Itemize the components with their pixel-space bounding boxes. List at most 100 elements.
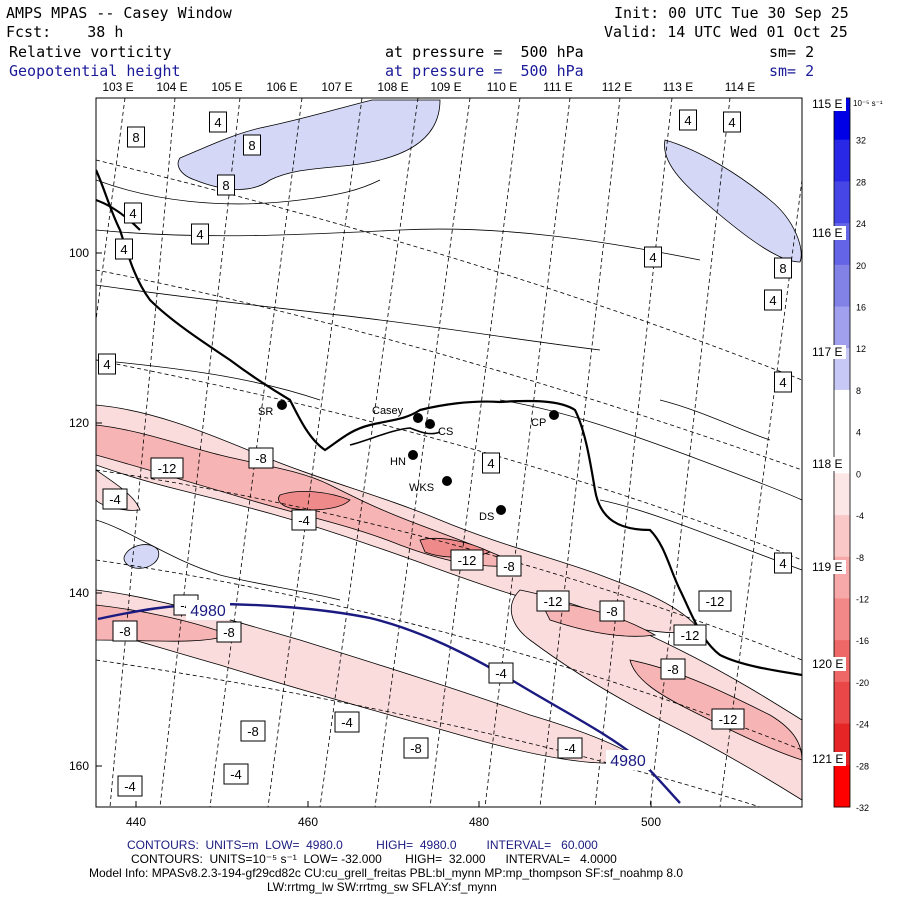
contour-label: 8: [217, 174, 235, 196]
longitude-label-top: 110 E: [487, 80, 517, 94]
contour-label: 4: [774, 371, 792, 393]
longitude-label-right: 116 E: [812, 226, 842, 240]
contour-label: -12: [711, 708, 745, 730]
plot-area: [96, 98, 802, 807]
contour-label: 4: [191, 223, 209, 245]
longitude-label-right: 117 E: [812, 345, 842, 359]
positive-vorticity-region: [123, 544, 160, 569]
x-axis-tick-label: 440: [126, 815, 146, 829]
contour-label: -12: [698, 590, 732, 612]
contour-label: -12: [673, 624, 707, 646]
svg-text:4: 4: [769, 293, 776, 308]
longitude-label-top: 103 E: [102, 80, 133, 94]
contour-label: -4: [334, 711, 360, 733]
contour-label: -12: [450, 549, 484, 571]
contour-label: -8: [496, 555, 522, 577]
longitude-label-top: 105 E: [211, 80, 242, 94]
station-marker: [425, 419, 435, 429]
longitude-label-right: 119 E: [812, 560, 842, 574]
field1-name: Relative vorticity: [9, 43, 172, 61]
contour-label: -8: [112, 620, 138, 642]
colorbar-swatch: [834, 473, 850, 516]
colorbar-label: -28: [856, 761, 869, 771]
svg-text:-8: -8: [119, 624, 131, 639]
contour-label: -8: [660, 658, 686, 680]
contour-label: -4: [102, 488, 128, 510]
colorbar-label: 28: [856, 177, 866, 187]
contour-label: 8: [127, 126, 145, 148]
field1-level: at pressure = 500 hPa: [385, 43, 584, 61]
svg-text:4: 4: [129, 206, 136, 221]
contour-label: -12: [536, 590, 570, 612]
colorbar-label: -4: [856, 511, 864, 521]
contour-label: 4: [723, 111, 741, 133]
contour-label: 4: [774, 552, 792, 574]
negative-vorticity-band: [278, 491, 351, 511]
contour-label: 4: [764, 289, 782, 311]
svg-text:-8: -8: [255, 451, 267, 466]
svg-text:4: 4: [214, 115, 221, 130]
y-axis-tick-label: 100: [69, 246, 89, 260]
longitude-label-bg: [806, 457, 846, 471]
colorbar-label: 12: [856, 344, 866, 354]
colorbar-label: -20: [856, 678, 869, 688]
svg-text:4: 4: [728, 115, 735, 130]
longitude-label-top: 107 E: [321, 80, 352, 94]
svg-text:4: 4: [103, 357, 110, 372]
svg-text:-12: -12: [681, 628, 700, 643]
field2-name: Geopotential height: [9, 62, 181, 80]
svg-text:4: 4: [120, 242, 127, 257]
station-marker: [442, 476, 452, 486]
contour-label: 4: [679, 109, 697, 131]
colorbar-label: 8: [856, 386, 861, 396]
longitude-label-top: 106 E: [266, 80, 297, 94]
colorbar-swatch: [834, 389, 850, 433]
valid-time: Valid: 14 UTC Wed 01 Oct 25: [604, 23, 848, 41]
station-label: SR: [258, 406, 273, 418]
footer-vorticity-contour-info: CONTOURS: UNITS=10⁻⁵ s⁻¹ LOW= -32.000 HI…: [131, 852, 617, 866]
contour-label: 4: [482, 452, 500, 474]
colorbar-label: 0: [856, 469, 861, 479]
svg-text:-4: -4: [564, 741, 576, 756]
contour-label: 8: [774, 257, 792, 279]
x-axis-tick-label: 460: [298, 815, 318, 829]
contour-label: -4: [223, 763, 249, 785]
contour-label: -8: [403, 737, 429, 759]
svg-text:-4: -4: [124, 779, 136, 794]
svg-text:-8: -8: [667, 662, 679, 677]
svg-text:-12: -12: [544, 594, 563, 609]
longitude-label-top: 108 E: [377, 80, 408, 94]
svg-text:-4: -4: [341, 715, 353, 730]
axis-labels: 103 E 104 E 105 E 106 E 107 E 108 E 109 E 110 E…: [69, 80, 846, 829]
colorbar-swatch: [834, 515, 850, 558]
longitude-gridlines: [96, 98, 802, 807]
y-axis-tick-label: 120: [69, 416, 89, 430]
station-marker: [408, 450, 418, 460]
longitude-label-right: 121 E: [812, 752, 843, 766]
svg-text:4: 4: [649, 250, 656, 265]
coastline: [96, 198, 141, 231]
contour-label: -8: [240, 720, 266, 742]
longitude-label-top: 109 E: [430, 80, 461, 94]
svg-text:8: 8: [132, 130, 139, 145]
height-contour-label: 4980: [606, 750, 650, 770]
svg-text:8: 8: [779, 261, 786, 276]
coastline: [96, 169, 802, 677]
figure-title: AMPS MPAS -- Casey Window: [6, 4, 232, 22]
contour-label: 4: [115, 238, 133, 260]
x-axis-tick-label: 480: [469, 815, 489, 829]
colorbar-label: 32: [856, 136, 866, 146]
colorbar-label: -32: [856, 803, 869, 813]
colorbar-swatch: [834, 681, 850, 725]
colorbar-swatch: [834, 598, 850, 641]
contour-label: 4: [644, 246, 662, 268]
colorbar-swatch: [834, 139, 850, 182]
colorbar-label: 16: [856, 303, 866, 313]
init-time: Init: 00 UTC Tue 30 Sep 25: [614, 4, 849, 22]
longitude-label-bg: [806, 226, 846, 240]
longitude-label-top: 104 E: [156, 80, 187, 94]
station-label: HN: [390, 456, 406, 468]
svg-text:4: 4: [487, 456, 494, 471]
longitude-label-bg: [806, 345, 846, 359]
